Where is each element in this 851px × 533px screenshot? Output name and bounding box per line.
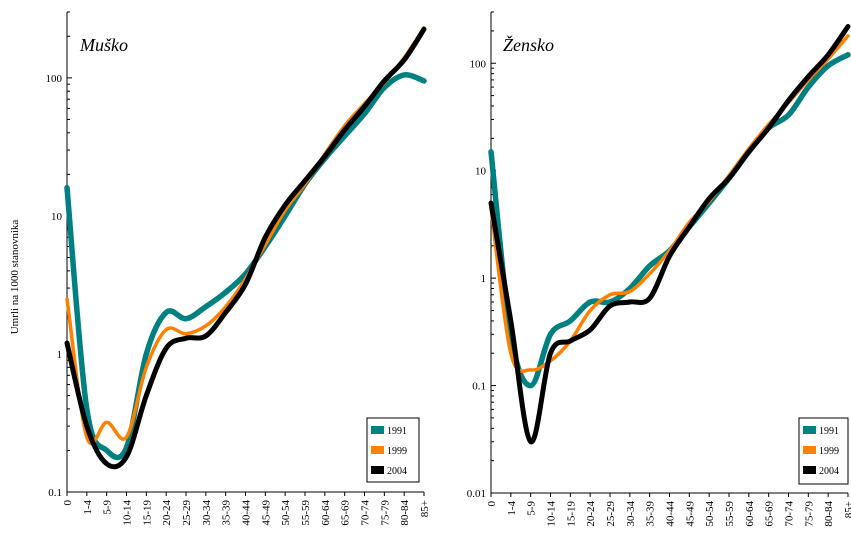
legend: 1991 1999 2004 xyxy=(798,417,849,485)
x-tick-label: 50-54 xyxy=(280,500,292,526)
legend-label-2004: 2004 xyxy=(387,466,407,477)
x-tick-label: 1-4 xyxy=(82,500,94,515)
y-tick-label: 1 xyxy=(57,349,63,361)
panel-title: Muško xyxy=(79,35,128,55)
x-tick-label: 40-44 xyxy=(665,501,677,527)
x-tick-label: 45-49 xyxy=(684,501,696,527)
y-tick-label: 0.1 xyxy=(48,487,62,499)
legend-swatch-1991 xyxy=(371,426,384,434)
x-tick-label: 5-9 xyxy=(102,500,114,515)
y-tick-label: 0.01 xyxy=(467,488,486,500)
x-tick-label: 30-34 xyxy=(625,501,637,527)
legend-swatch-2004 xyxy=(371,466,384,474)
x-tick-label: 15-19 xyxy=(565,501,577,527)
y-tick-label: 10 xyxy=(475,166,487,178)
series-line-1999 xyxy=(65,26,426,446)
x-tick-label: 1-4 xyxy=(506,501,518,516)
x-tick-label: 0 xyxy=(486,501,498,507)
series-line-1999 xyxy=(489,34,850,373)
x-tick-label: 60-64 xyxy=(744,501,756,527)
legend-label-1991: 1991 xyxy=(387,426,407,437)
legend-swatch-1999 xyxy=(371,446,384,454)
legend-label-1999: 1999 xyxy=(819,446,839,457)
y-axis-label: Umrli na 1000 stanovnika xyxy=(9,220,21,335)
x-tick-label: 15-19 xyxy=(141,500,153,526)
x-tick-label: 10-14 xyxy=(546,501,558,527)
x-tick-label: 75-79 xyxy=(379,500,391,526)
x-tick-label: 30-34 xyxy=(201,500,213,526)
x-tick-label: 85+ xyxy=(843,501,851,518)
x-tick-label: 35-39 xyxy=(645,501,657,527)
y-tick-label: 10 xyxy=(51,211,63,223)
x-tick-label: 45-49 xyxy=(260,500,272,526)
x-tick-label: 75-79 xyxy=(803,501,815,527)
legend-label-1999: 1999 xyxy=(387,446,407,457)
legend-swatch-2004 xyxy=(803,466,816,474)
legend-label-1991: 1991 xyxy=(819,426,839,437)
male-panel: 0.1 1 10 100 0 1-4 5-9 10-14 15-19 20-24 25-29 30-3… xyxy=(9,11,431,526)
x-tick-label: 0 xyxy=(62,500,74,506)
x-tick-label: 35-39 xyxy=(221,500,233,526)
x-tick-label: 50-54 xyxy=(704,501,716,527)
series-line-1991 xyxy=(488,52,851,389)
x-tick-label: 80-84 xyxy=(399,500,411,526)
series-line-2004 xyxy=(488,24,851,445)
y-tick-label: 0.1 xyxy=(472,381,486,393)
x-tick-label: 20-24 xyxy=(161,500,173,526)
female-panel: 0.01 0.1 1 10 100 0 1-4 5-9 10-14 15-19 20-24 25-29… xyxy=(467,11,851,527)
series-line-2004 xyxy=(64,26,427,470)
x-tick-label: 70-74 xyxy=(784,501,796,527)
x-tick-label: 5-9 xyxy=(526,501,538,516)
x-tick-label: 40-44 xyxy=(241,500,253,526)
x-tick-label: 55-59 xyxy=(300,500,312,526)
y-tick-label: 1 xyxy=(481,273,487,285)
y-tick-label: 100 xyxy=(470,58,487,70)
x-tick-label: 10-14 xyxy=(122,500,134,526)
legend-swatch-1999 xyxy=(803,446,816,454)
x-tick-label: 85+ xyxy=(419,500,431,517)
x-tick-label: 70-74 xyxy=(360,500,372,526)
x-tick-label: 25-29 xyxy=(181,500,193,526)
y-tick-label: 100 xyxy=(46,73,63,85)
x-tick-label: 65-69 xyxy=(340,500,352,526)
x-tick-label: 20-24 xyxy=(585,501,597,527)
legend-label-2004: 2004 xyxy=(819,466,839,477)
legend: 1991 1999 2004 xyxy=(366,417,420,483)
x-tick-label: 65-69 xyxy=(764,501,776,527)
x-tick-label: 55-59 xyxy=(724,501,736,527)
x-tick-label: 25-29 xyxy=(605,501,617,527)
panel-title: Žensko xyxy=(503,34,554,55)
legend-swatch-1991 xyxy=(803,426,816,434)
series-line-1991 xyxy=(64,72,427,461)
x-tick-label: 60-64 xyxy=(320,500,332,526)
x-tick-label: 80-84 xyxy=(823,501,835,527)
